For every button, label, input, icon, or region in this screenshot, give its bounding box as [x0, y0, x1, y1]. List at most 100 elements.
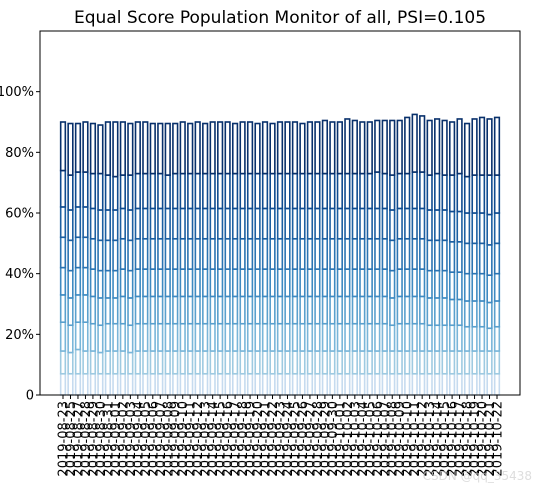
- bar-segment: [441, 324, 448, 352]
- bar-segment: [314, 237, 321, 270]
- bar-segment: [59, 372, 67, 396]
- bar-segment: [239, 207, 246, 240]
- bar-segment: [336, 372, 343, 396]
- bar-segment: [209, 172, 216, 210]
- bar-segment: [419, 115, 426, 173]
- bar-segment: [389, 119, 396, 176]
- bar-segment: [478, 372, 486, 396]
- bar-segment: [374, 171, 381, 210]
- bar-segment: [74, 321, 82, 351]
- x-tick-label: 2019-10-21: [483, 401, 498, 477]
- bar-segment: [224, 350, 231, 375]
- x-tick-label: 2019-09-06: [146, 401, 161, 477]
- bar-segment: [149, 322, 156, 352]
- bar-segment: [284, 237, 291, 270]
- bars-layer: [59, 113, 501, 396]
- bar-segment: [194, 172, 201, 210]
- bar-segment: [419, 350, 426, 375]
- bar-segment: [149, 207, 156, 240]
- x-tick-label: 2019-10-11: [408, 401, 423, 477]
- bar-segment: [119, 207, 126, 240]
- bar-segment: [329, 207, 336, 240]
- bar-segment: [172, 237, 179, 270]
- bar-segment: [209, 322, 216, 352]
- bar-segment: [261, 372, 269, 396]
- bar-segment: [344, 207, 351, 240]
- bar-segment: [351, 172, 358, 210]
- x-tick-label: 2019-10-05: [363, 401, 378, 477]
- bar-segment: [299, 295, 306, 325]
- bar-segment: [164, 174, 171, 210]
- bar-segment: [276, 350, 284, 375]
- bar-segment: [187, 207, 194, 240]
- bar-segment: [67, 239, 74, 272]
- bar-segment: [463, 272, 471, 302]
- bar-segment: [127, 297, 134, 327]
- x-tick-label: 2019-10-18: [461, 401, 476, 477]
- bar-segment: [344, 350, 351, 375]
- bar-segment: [231, 122, 239, 175]
- bar-segment: [112, 209, 119, 242]
- bar-segment: [127, 174, 134, 211]
- bar-segment: [366, 322, 373, 352]
- bar-segment: [142, 372, 149, 396]
- bar-segment: [112, 372, 119, 396]
- bar-segment: [217, 295, 224, 325]
- bar-segment: [396, 268, 403, 298]
- bar-segment: [411, 295, 418, 325]
- x-tick-label: 2019-10-08: [386, 401, 401, 477]
- bar-segment: [149, 172, 156, 210]
- bar-segment: [359, 295, 366, 325]
- bar-segment: [59, 169, 67, 208]
- bar-segment: [456, 118, 463, 175]
- bar-segment: [104, 174, 112, 211]
- bar-segment: [104, 269, 112, 299]
- bar-segment: [269, 122, 276, 175]
- bar-segment: [112, 121, 119, 178]
- bar-segment: [149, 268, 156, 298]
- bar-segment: [284, 350, 291, 375]
- bar-segment: [486, 118, 493, 176]
- bar-segment: [434, 269, 441, 299]
- bar-segment: [404, 268, 411, 298]
- bar-segment: [336, 207, 343, 240]
- bar-segment: [463, 175, 471, 214]
- bar-segment: [187, 350, 194, 375]
- bar-segment: [254, 237, 261, 270]
- bar-segment: [179, 237, 186, 270]
- bar-segment: [246, 207, 254, 240]
- bar-segment: [396, 322, 403, 352]
- y-tick-label: 40%: [5, 267, 34, 282]
- bar-segment: [419, 171, 426, 210]
- bar-segment: [306, 207, 314, 240]
- bar-segment: [89, 322, 97, 352]
- bar-segment: [104, 297, 112, 325]
- bar-segment: [112, 239, 119, 272]
- bar-segment: [336, 268, 343, 298]
- bar-segment: [67, 269, 74, 299]
- bar-segment: [202, 122, 209, 175]
- bar-segment: [336, 322, 343, 352]
- x-tick-label: 2019-09-07: [154, 401, 169, 477]
- bar-segment: [321, 237, 329, 270]
- bar-segment: [172, 295, 179, 325]
- bar-segment: [89, 207, 97, 240]
- bar-segment: [381, 322, 388, 352]
- bar-segment: [179, 322, 186, 352]
- x-tick-label: 2019-10-14: [431, 401, 446, 477]
- bar-segment: [321, 207, 329, 240]
- bar-segment: [486, 174, 493, 216]
- bar-segment: [157, 172, 164, 210]
- bar-segment: [231, 295, 239, 325]
- bar-segment: [456, 298, 463, 327]
- bar-segment: [284, 172, 291, 210]
- bar-segment: [67, 324, 74, 354]
- bar-segment: [276, 322, 284, 352]
- bar-segment: [104, 350, 112, 375]
- bar-segment: [359, 322, 366, 352]
- bar-segment: [284, 121, 291, 175]
- bar-segment: [239, 172, 246, 210]
- bar-segment: [419, 207, 426, 240]
- bar-segment: [276, 372, 284, 396]
- bar-segment: [381, 172, 388, 210]
